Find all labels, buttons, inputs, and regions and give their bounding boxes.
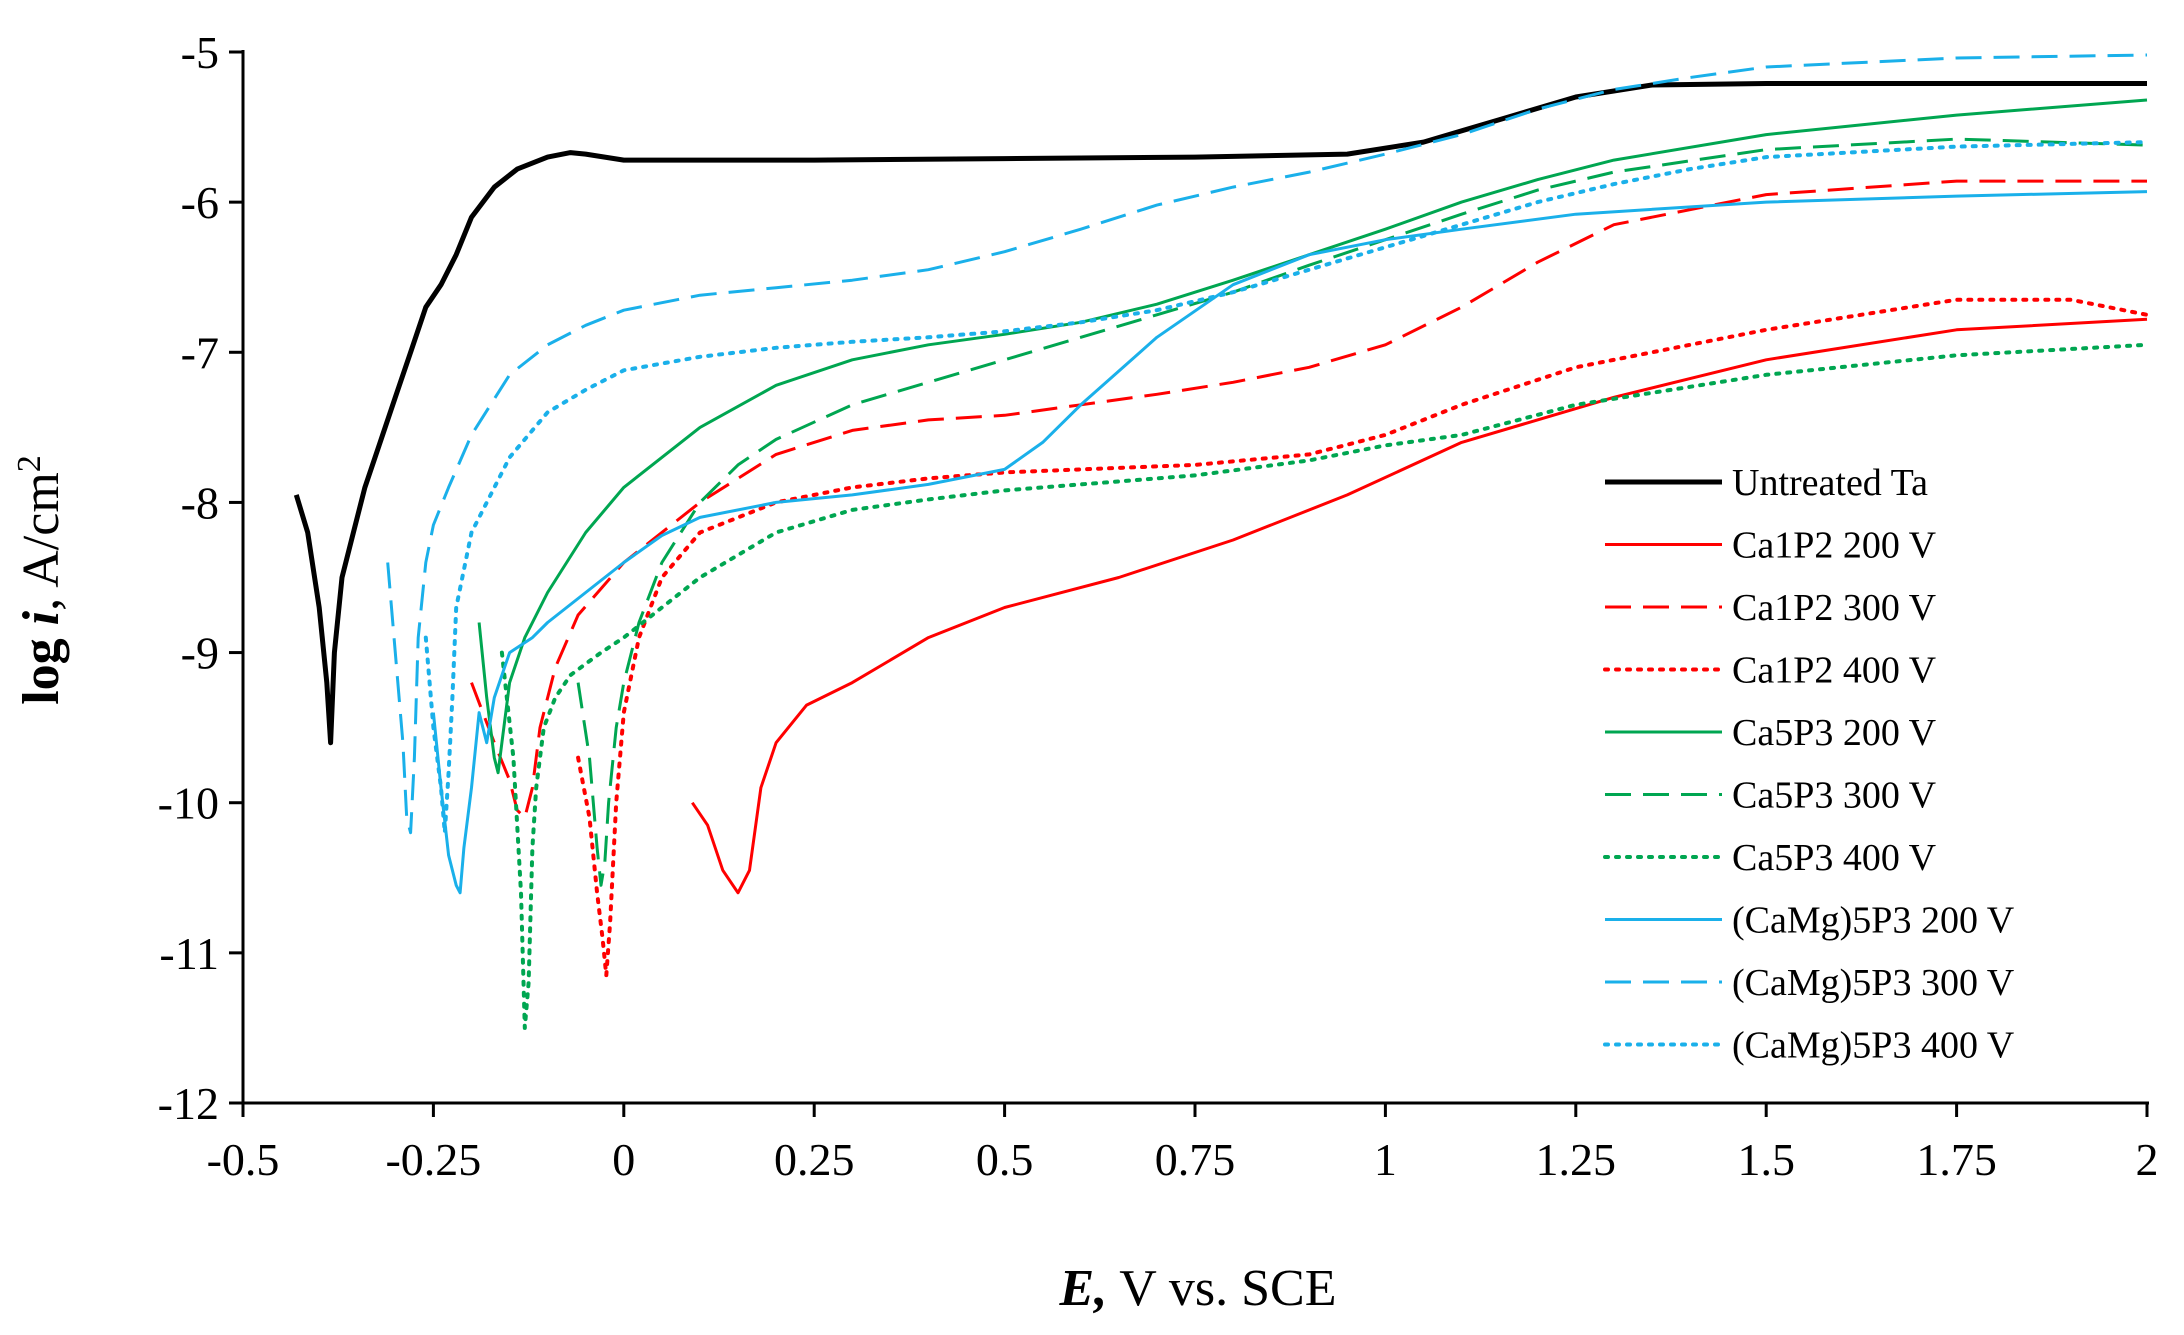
series-line-ca1p2-400-v — [576, 297, 2149, 978]
y-axis-title: log i, A/cm2 — [11, 455, 70, 705]
y-tick-label: -6 — [181, 177, 219, 228]
legend-label-ca5p3-300-v: Ca5P3 300 V — [1732, 775, 1937, 817]
legend-label-camg-5p3-400-v: (CaMg)5P3 400 V — [1732, 1025, 2015, 1067]
series-line-ca5p3-300-v — [576, 137, 2148, 887]
series-line-ca1p2-300-v — [470, 179, 2147, 820]
x-tick-label: -0.5 — [207, 1134, 280, 1185]
x-tick-label: 0.5 — [976, 1134, 1034, 1185]
series-line-camg-5p3-400-v — [423, 140, 2149, 835]
y-tick-label: -12 — [158, 1078, 219, 1129]
x-tick-label: 1 — [1374, 1134, 1397, 1185]
x-tick-label: -0.25 — [385, 1134, 481, 1185]
legend-label-ca1p2-400-v: Ca1P2 400 V — [1732, 650, 1937, 692]
legend-label-untreated-ta: Untreated Ta — [1732, 462, 1928, 504]
series-line-ca5p3-200-v — [477, 98, 2148, 775]
x-axis-title-unit: V vs. SCE — [1107, 1260, 1336, 1317]
series-line-camg-5p3-200-v — [431, 190, 2148, 895]
legend-label-camg-5p3-200-v: (CaMg)5P3 200 V — [1732, 900, 2015, 942]
legend-label-ca1p2-200-v: Ca1P2 200 V — [1732, 525, 1937, 567]
y-tick-label: -10 — [158, 778, 219, 829]
x-axis-title-symbol: E, — [1059, 1260, 1108, 1317]
x-tick-label: 1.5 — [1737, 1134, 1795, 1185]
legend: Untreated Ta Ca1P2 200 V Ca1P2 300 V Ca1P2 … — [1603, 462, 2015, 1067]
x-tick-label: 0 — [612, 1134, 635, 1185]
legend-label-ca5p3-200-v: Ca5P3 200 V — [1732, 712, 1937, 754]
y-axis-title-symbol: i — [13, 610, 70, 625]
x-tick-label: 0.75 — [1155, 1134, 1236, 1185]
x-tick-label: 1.75 — [1916, 1134, 1997, 1185]
legend-label-ca5p3-400-v: Ca5P3 400 V — [1732, 837, 1937, 879]
axes-layer: -0.5 -0.25 0 0.25 0.5 0.75 1 1.25 1.5 1.75 2 -5 -6 -7… — [158, 27, 2159, 1185]
x-tick-label: 0.25 — [774, 1134, 855, 1185]
y-tick-label: -9 — [181, 628, 219, 679]
series-layer — [293, 53, 2149, 1030]
y-axis-title-unit: , A/cm — [13, 472, 70, 611]
y-tick-label: -5 — [181, 27, 219, 78]
y-axis-title-exponent: 2 — [11, 455, 48, 472]
y-tick-label: -11 — [159, 928, 219, 979]
legend-label-camg-5p3-300-v: (CaMg)5P3 300 V — [1732, 962, 2015, 1004]
x-axis-title: E, V vs. SCE — [1059, 1260, 1337, 1317]
y-tick-label: -7 — [181, 327, 219, 378]
x-tick-label: 1.25 — [1536, 1134, 1617, 1185]
y-tick-label: -8 — [181, 477, 219, 528]
x-tick-label: 2 — [2136, 1134, 2159, 1185]
y-axis-title-log: log — [13, 625, 70, 704]
series-line-camg-5p3-300-v — [386, 53, 2148, 835]
series-line-untreated-ta — [293, 81, 2147, 746]
series-line-ca5p3-400-v — [499, 342, 2149, 1030]
legend-label-ca1p2-300-v: Ca1P2 300 V — [1732, 587, 1937, 629]
